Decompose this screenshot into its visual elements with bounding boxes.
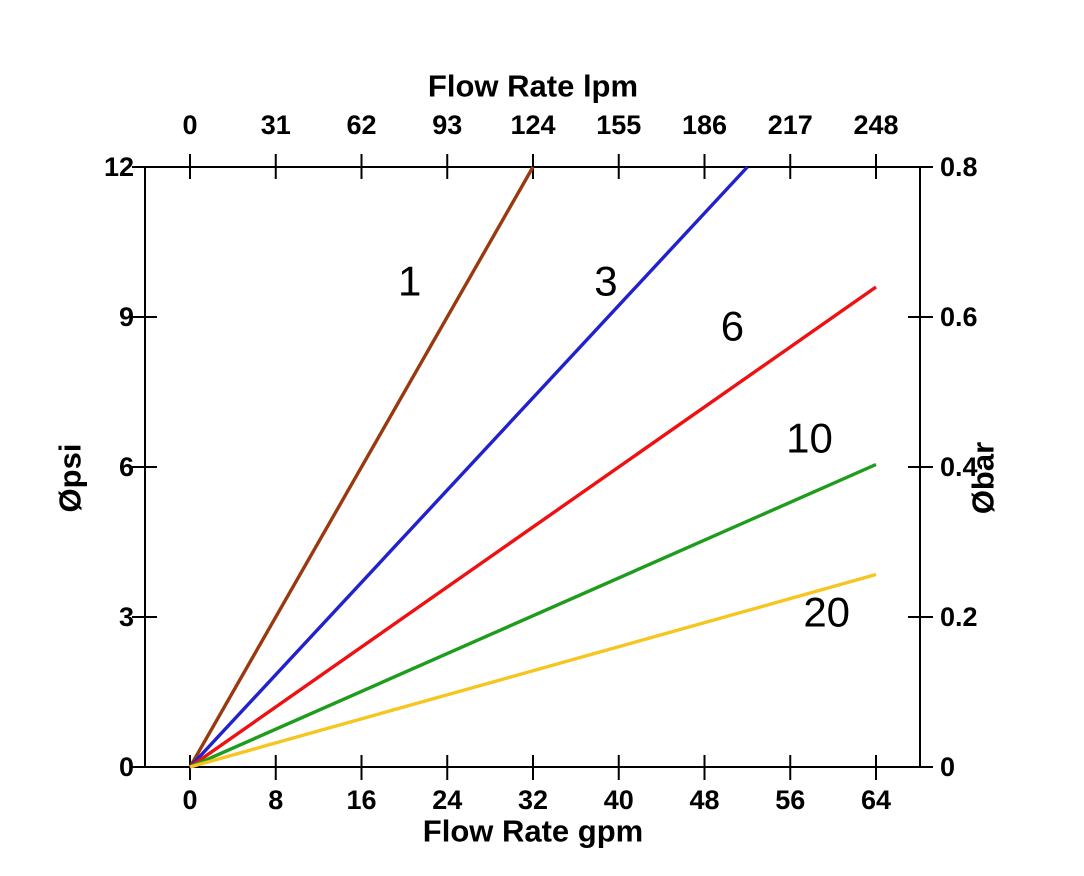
right-tick-label: 0.6 (940, 302, 978, 332)
left-tick-label: 3 (119, 602, 134, 632)
top-tick-label: 124 (510, 110, 555, 140)
right-tick-label: 0.4 (940, 452, 978, 482)
bottom-tick-label: 56 (775, 785, 805, 815)
top-tick-label: 186 (682, 110, 727, 140)
bottom-axis-title: Flow Rate gpm (422, 813, 644, 849)
series-line-3 (188, 165, 749, 769)
series-label-10: 10 (786, 415, 833, 462)
top-tick-label: 31 (261, 110, 291, 140)
bottom-tick-label: 16 (346, 785, 376, 815)
series-label-6: 6 (721, 303, 744, 350)
bottom-tick-label: 32 (518, 785, 548, 815)
left-tick-label: 0 (119, 752, 134, 782)
bottom-tick-label: 24 (432, 785, 462, 815)
left-tick-label: 6 (119, 452, 134, 482)
bottom-tick-label: 0 (182, 785, 197, 815)
top-tick-label: 93 (432, 110, 462, 140)
right-tick-label: 0 (940, 752, 955, 782)
left-axis-title: Øpsi (52, 443, 88, 513)
series-label-3: 3 (594, 258, 617, 305)
right-tick-label: 0.2 (940, 602, 978, 632)
top-tick-label: 62 (346, 110, 376, 140)
series-line-10 (189, 462, 877, 769)
top-tick-label: 155 (596, 110, 641, 140)
bottom-tick-label: 40 (604, 785, 634, 815)
top-axis-title: Flow Rate lpm (427, 68, 639, 104)
right-tick-label: 0.8 (940, 152, 978, 182)
left-tick-label: 9 (119, 302, 134, 332)
left-tick-label: 12 (104, 152, 134, 182)
top-tick-label: 0 (182, 110, 197, 140)
right-axis-title: Øbar (965, 441, 1001, 515)
bottom-tick-label: 8 (268, 785, 283, 815)
bottom-tick-label: 48 (689, 785, 719, 815)
series-line-6 (189, 285, 877, 769)
series-label-1: 1 (398, 258, 421, 305)
top-tick-label: 248 (853, 110, 898, 140)
series-label-20: 20 (803, 589, 850, 636)
bottom-tick-label: 64 (861, 785, 891, 815)
series-line-20 (189, 572, 877, 769)
series-line-1 (188, 166, 535, 768)
top-tick-label: 217 (768, 110, 813, 140)
